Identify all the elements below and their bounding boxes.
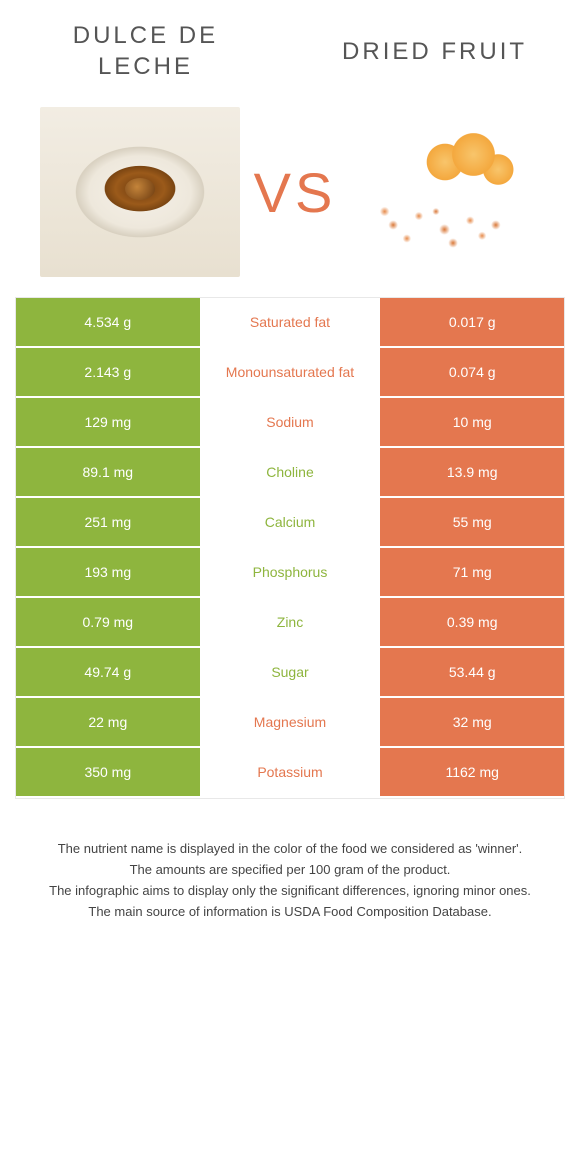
- table-row: 89.1 mgCholine13.9 mg: [16, 448, 564, 498]
- table-row: 22 mgMagnesium32 mg: [16, 698, 564, 748]
- vs-label: VS: [254, 160, 337, 225]
- left-value: 89.1 mg: [16, 448, 200, 498]
- table-row: 129 mgSodium10 mg: [16, 398, 564, 448]
- left-value: 2.143 g: [16, 348, 200, 398]
- footnote-line: The infographic aims to display only the…: [35, 881, 545, 902]
- left-value: 193 mg: [16, 548, 200, 598]
- nutrient-name: Potassium: [200, 748, 381, 798]
- right-food-image: [350, 117, 540, 267]
- right-value: 71 mg: [380, 548, 564, 598]
- table-row: 251 mgCalcium55 mg: [16, 498, 564, 548]
- footnotes: The nutrient name is displayed in the co…: [15, 839, 565, 922]
- footnote-line: The amounts are specified per 100 gram o…: [35, 860, 545, 881]
- hero-row: VS: [15, 107, 565, 277]
- nutrient-name: Saturated fat: [200, 298, 381, 348]
- right-value: 55 mg: [380, 498, 564, 548]
- left-value: 251 mg: [16, 498, 200, 548]
- table-row: 4.534 gSaturated fat0.017 g: [16, 298, 564, 348]
- nutrient-name: Calcium: [200, 498, 381, 548]
- nutrient-name: Monounsaturated fat: [200, 348, 381, 398]
- table-row: 49.74 gSugar53.44 g: [16, 648, 564, 698]
- right-value: 0.39 mg: [380, 598, 564, 648]
- table-row: 350 mgPotassium1162 mg: [16, 748, 564, 798]
- right-value: 10 mg: [380, 398, 564, 448]
- nutrient-name: Phosphorus: [200, 548, 381, 598]
- right-value: 0.017 g: [380, 298, 564, 348]
- header: Dulce de leche Dried fruit: [15, 20, 565, 82]
- nutrient-name: Sodium: [200, 398, 381, 448]
- nutrient-name: Magnesium: [200, 698, 381, 748]
- footnote-line: The main source of information is USDA F…: [35, 902, 545, 923]
- table-row: 193 mgPhosphorus71 mg: [16, 548, 564, 598]
- comparison-table: 4.534 gSaturated fat0.017 g2.143 gMonoun…: [15, 297, 565, 799]
- left-value: 4.534 g: [16, 298, 200, 348]
- left-value: 129 mg: [16, 398, 200, 448]
- left-value: 22 mg: [16, 698, 200, 748]
- right-value: 1162 mg: [380, 748, 564, 798]
- right-food-title: Dried fruit: [314, 36, 555, 67]
- infographic-container: Dulce de leche Dried fruit VS 4.534 gSat…: [0, 0, 580, 953]
- right-value: 53.44 g: [380, 648, 564, 698]
- left-food-image: [40, 107, 240, 277]
- nutrient-name: Choline: [200, 448, 381, 498]
- right-value: 32 mg: [380, 698, 564, 748]
- right-value: 13.9 mg: [380, 448, 564, 498]
- right-value: 0.074 g: [380, 348, 564, 398]
- left-food-title: Dulce de leche: [25, 20, 266, 82]
- nutrient-name: Sugar: [200, 648, 381, 698]
- left-value: 0.79 mg: [16, 598, 200, 648]
- left-value: 350 mg: [16, 748, 200, 798]
- table-row: 2.143 gMonounsaturated fat0.074 g: [16, 348, 564, 398]
- footnote-line: The nutrient name is displayed in the co…: [35, 839, 545, 860]
- table-row: 0.79 mgZinc0.39 mg: [16, 598, 564, 648]
- left-value: 49.74 g: [16, 648, 200, 698]
- nutrient-name: Zinc: [200, 598, 381, 648]
